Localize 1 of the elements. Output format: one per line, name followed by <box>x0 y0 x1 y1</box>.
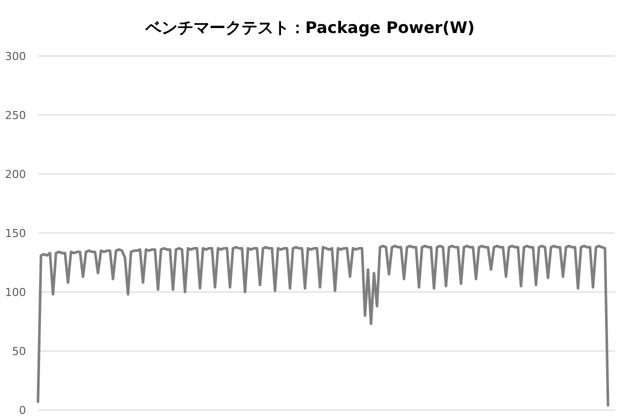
title: ベンチマークテスト：Package Power(W) <box>145 18 475 37</box>
